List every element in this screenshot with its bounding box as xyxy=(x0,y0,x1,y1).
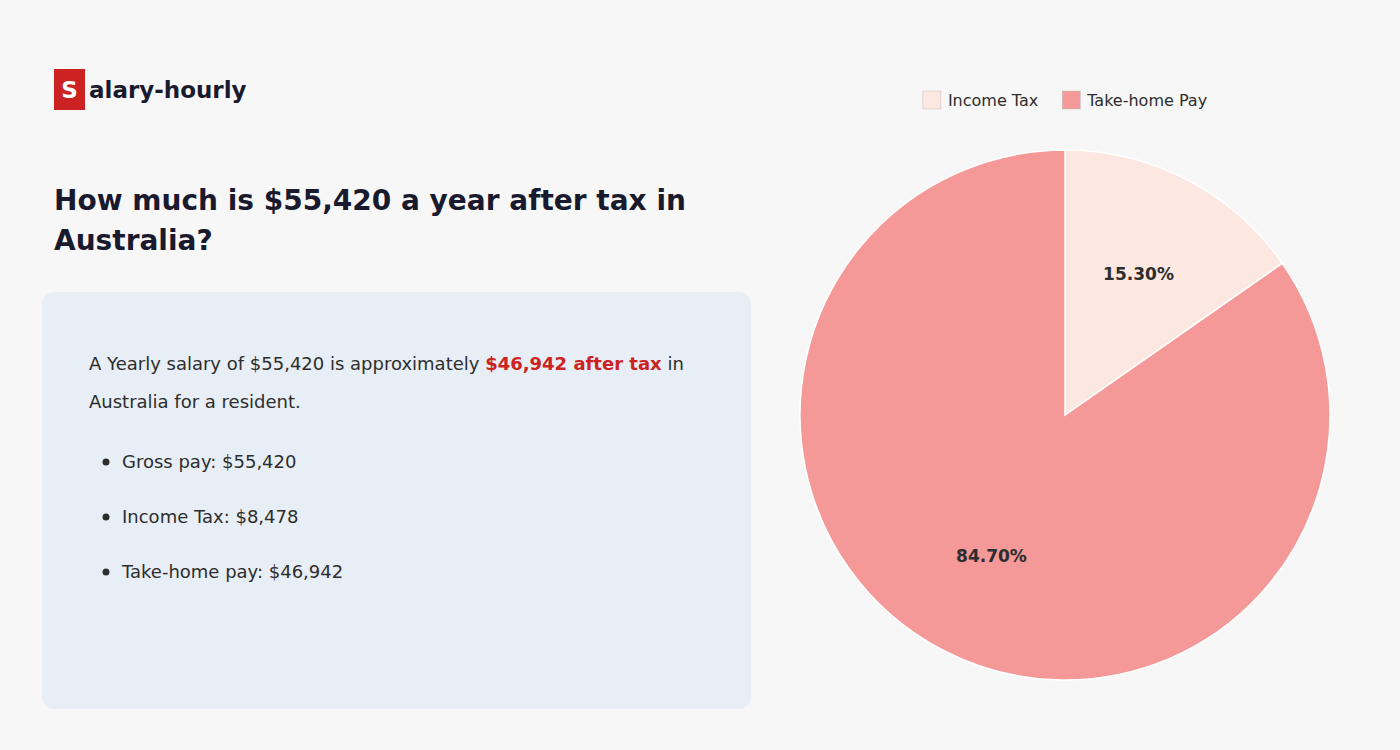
info-box xyxy=(42,292,751,709)
description-suffix: in xyxy=(662,353,684,374)
chart: Salary-hourly How much is $55,420 a year … xyxy=(0,0,1400,750)
bullet-text: Income Tax: $8,478 xyxy=(122,506,298,527)
legend: Income Tax Take-home Pay xyxy=(923,91,1207,110)
background xyxy=(0,0,1400,750)
description-highlight: $46,942 after tax xyxy=(485,353,662,374)
data-label: 84.70% xyxy=(956,546,1027,566)
slice xyxy=(800,150,1330,680)
bullet-text: Take-home pay: $46,942 xyxy=(121,561,343,582)
bullet xyxy=(103,514,110,521)
description-line: Australia for a resident. xyxy=(89,391,301,412)
bullet xyxy=(103,569,110,576)
bullet-text: Gross pay: $55,420 xyxy=(122,451,296,472)
legend-label: Income Tax xyxy=(948,91,1038,110)
logo-letter: S xyxy=(61,77,78,103)
pie xyxy=(800,150,1330,680)
title-line: Australia? xyxy=(54,224,213,257)
logo-box xyxy=(54,69,85,110)
legend-label: Take-home Pay xyxy=(1086,91,1207,110)
legend-swatch xyxy=(1062,91,1080,109)
title: How much is $55,420 a year after tax in A… xyxy=(54,184,686,257)
bullet xyxy=(103,459,110,466)
description: A Yearly salary of $55,420 is approximat… xyxy=(89,353,684,374)
description-normal: A Yearly salary of $55,420 is approximat… xyxy=(89,353,485,374)
title-line: How much is $55,420 a year after tax in xyxy=(54,184,686,217)
data-label: 15.30% xyxy=(1103,264,1174,284)
logo-text: alary-hourly xyxy=(89,77,247,103)
legend-item: Take-home Pay xyxy=(1062,91,1207,110)
legend-item: Income Tax xyxy=(923,91,1038,110)
legend-swatch xyxy=(923,91,941,109)
data-labels: 15.30% 84.70% xyxy=(956,264,1174,566)
